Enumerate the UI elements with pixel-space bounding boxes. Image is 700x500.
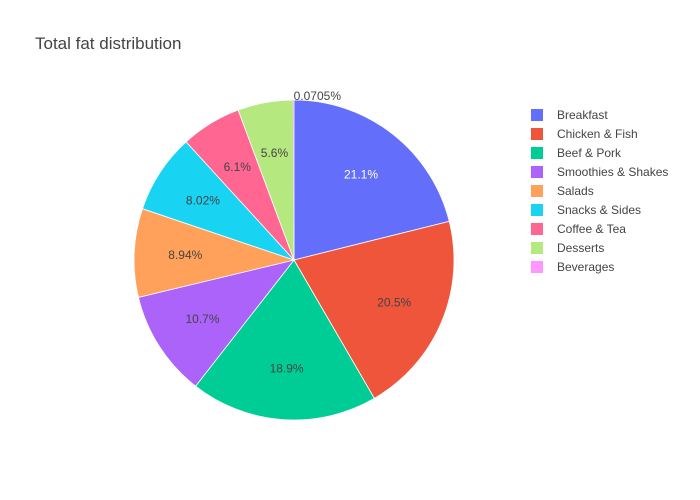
legend-label: Breakfast [557,108,608,122]
legend-swatch [531,204,543,216]
legend-item-snacks-sides[interactable]: Snacks & Sides [531,203,641,217]
legend-item-desserts[interactable]: Desserts [531,241,604,255]
slice-label-smoothies-shakes: 10.7% [186,312,220,326]
legend-label: Coffee & Tea [557,222,626,236]
pie-slice-smoothies-shakes[interactable] [137,259,296,387]
legend-label: Salads [557,184,594,198]
legend-label: Beverages [557,260,614,274]
slice-label-coffee-tea: 6.1% [224,160,252,174]
legend-item-coffee-tea[interactable]: Coffee & Tea [531,222,626,236]
legend-label: Chicken & Fish [557,127,638,141]
legend-item-chicken-fish[interactable]: Chicken & Fish [531,127,638,141]
pie-labels: 21.1% 20.5% 18.9% 10.7% 8.94% 8.02% 6.1% 5.6% 0.… [168,89,411,376]
legend-item-beverages[interactable]: Beverages [531,260,614,274]
legend: Breakfast Chicken & Fish Beef & Pork Smooth… [531,108,668,274]
legend-item-salads[interactable]: Salads [531,184,594,198]
pie-slice-beef-pork[interactable] [195,259,375,421]
legend-swatch [531,166,543,178]
pie-slices [133,99,455,421]
legend-swatch [531,261,543,273]
chart-title: Total fat distribution [35,34,182,53]
legend-swatch [531,128,543,140]
slice-label-breakfast: 21.1% [344,167,378,181]
slice-label-beverages: 0.0705% [294,89,342,103]
legend-label: Desserts [557,241,604,255]
slice-label-chicken-fish: 20.5% [377,295,411,309]
legend-swatch [531,147,543,159]
slice-label-salads: 8.94% [168,248,202,262]
slice-label-snacks-sides: 8.02% [186,194,220,208]
legend-swatch [531,185,543,197]
legend-item-breakfast[interactable]: Breakfast [531,108,608,122]
slice-label-beef-pork: 18.9% [270,362,304,376]
legend-item-smoothies-shakes[interactable]: Smoothies & Shakes [531,165,668,179]
legend-swatch [531,109,543,121]
legend-label: Snacks & Sides [557,203,641,217]
pie-slice-chicken-fish[interactable] [293,220,455,399]
pie-slice-salads[interactable] [133,208,296,298]
slice-label-desserts: 5.6% [261,146,289,160]
legend-swatch [531,242,543,254]
legend-item-beef-pork[interactable]: Beef & Pork [531,146,622,160]
pie-slice-desserts[interactable] [237,99,295,261]
legend-swatch [531,223,543,235]
legend-label: Beef & Pork [557,146,622,160]
pie-slice-beverages[interactable] [293,100,294,260]
legend-label: Smoothies & Shakes [557,165,668,179]
pie-slice-breakfast[interactable] [293,99,450,261]
